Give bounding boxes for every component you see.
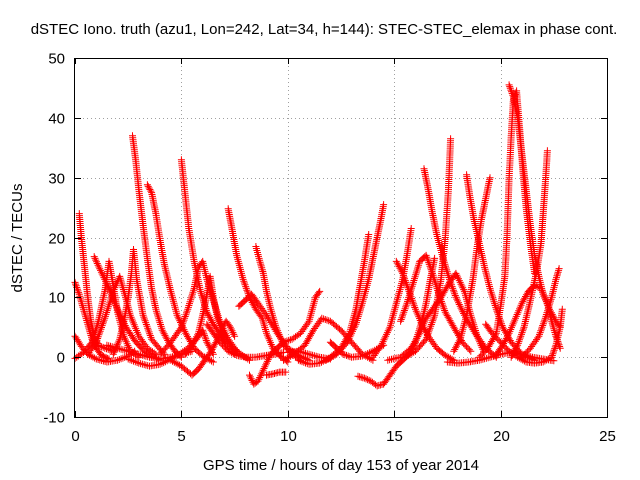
y-tick-label: 50 [48,51,65,68]
series-markers [109,246,168,358]
data-series [482,305,566,367]
x-axis-ticks: 0 5 10 15 20 25 [71,58,616,445]
series-markers [326,338,388,361]
series-markers [450,174,494,355]
x-tick-label: 10 [280,428,297,445]
series-markers [518,265,563,361]
x-tick-label: 25 [599,428,616,445]
series-markers [246,287,324,388]
series-markers [129,132,185,361]
data-series [109,246,168,358]
series-markers [507,147,551,361]
data-series [507,147,551,361]
y-tick-label: 0 [57,350,65,367]
y-tick-label: 40 [48,111,65,128]
x-tick-label: 20 [493,428,510,445]
data-series [263,368,290,379]
chart-title: dSTEC Iono. truth (azu1, Lon=242, Lat=34… [31,21,618,38]
series-markers [482,305,566,367]
data-marks [71,81,566,390]
y-tick-label: 20 [48,231,65,248]
y-axis-ticks: -10 0 10 20 30 40 50 [43,51,607,427]
data-series [284,347,334,363]
series-markers [322,201,388,364]
data-series [103,341,196,363]
data-series [246,287,324,388]
series-markers [284,347,334,363]
x-tick-label: 5 [177,428,185,445]
x-axis-label: GPS time / hours of day 153 of year 2014 [203,457,479,474]
series-markers [401,135,455,361]
series-markers [263,368,290,379]
data-series [129,132,185,361]
y-tick-label: -10 [43,410,65,427]
data-series [143,181,217,366]
y-axis-label: dSTEC / TECUs [9,184,26,293]
data-series [326,338,388,361]
data-series [450,174,494,355]
data-series [518,265,563,361]
series-markers [203,320,287,361]
data-series [392,257,458,364]
data-series [203,320,287,361]
plot-frame [74,58,608,418]
series-markers [392,257,458,364]
data-series [401,135,455,361]
series-markers [143,181,217,366]
y-tick-label: 30 [48,171,65,188]
data-series [322,201,388,364]
x-tick-label: 15 [386,428,403,445]
x-tick-label: 0 [71,428,79,445]
series-markers [103,341,196,363]
y-tick-label: 10 [48,290,65,307]
